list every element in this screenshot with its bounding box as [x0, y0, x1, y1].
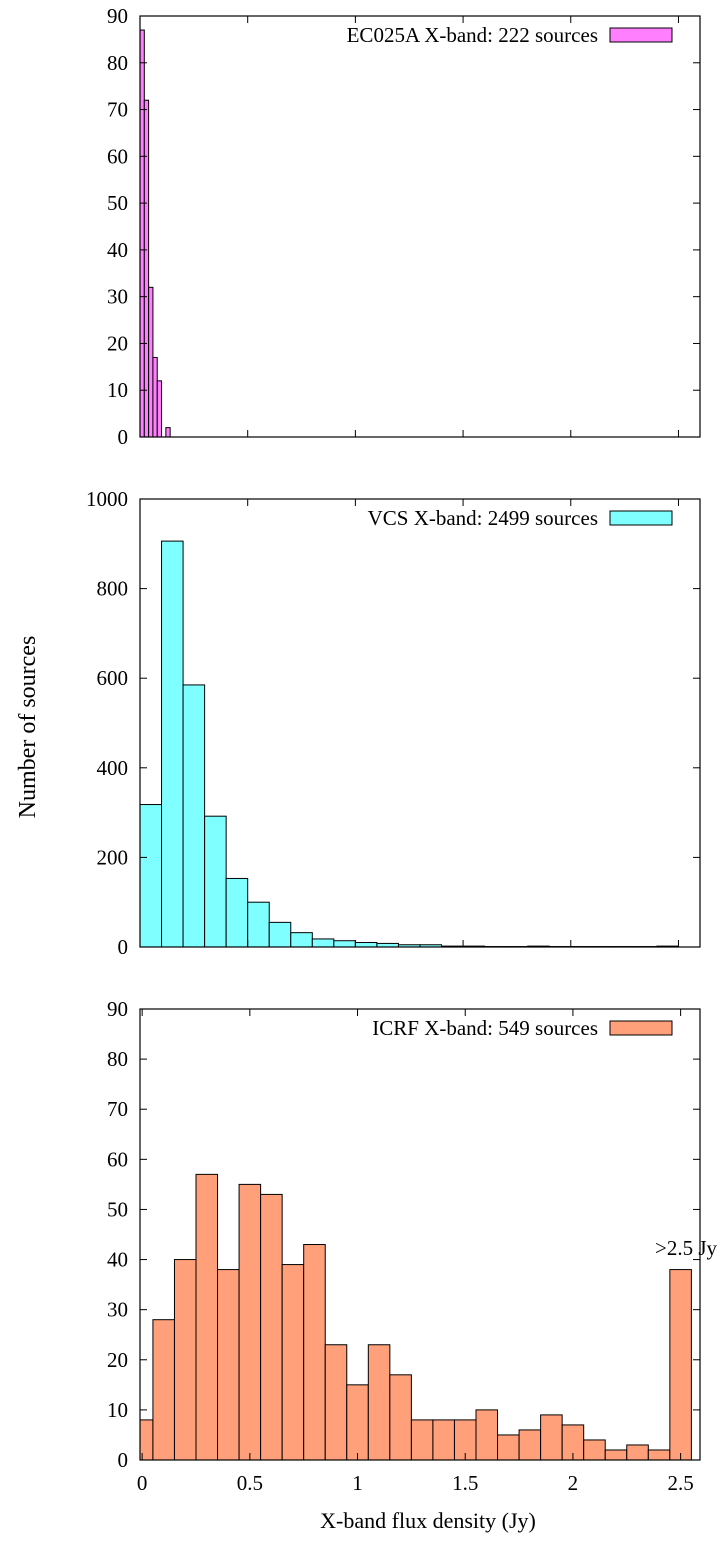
y-tick-label: 400	[97, 756, 129, 780]
bar	[626, 1444, 649, 1461]
legend-label: VCS X-band: 2499 sources	[368, 506, 598, 530]
y-tick-label: 70	[107, 1097, 128, 1121]
y-tick-label: 40	[107, 238, 128, 262]
y-tick-label: 10	[107, 1398, 128, 1422]
bar	[152, 356, 158, 438]
bar	[238, 1183, 262, 1461]
plot-frame	[139, 15, 701, 438]
bar	[346, 1384, 369, 1461]
y-tick-label: 200	[97, 845, 129, 869]
bar	[410, 1419, 434, 1461]
legend-label: ICRF X-band: 549 sources	[372, 1016, 598, 1040]
bar	[333, 940, 356, 948]
y-tick-label: 1000	[86, 487, 128, 511]
bar	[281, 1264, 305, 1461]
chart-panel-2: 0 200 400 600 800 1000 VCS X-band: 2499 source…	[86, 487, 701, 959]
legend-label: EC025A X-band: 222 sources	[347, 23, 598, 47]
chart-panel-3: 0 10 20 30 40 50 60 70 80 90 0 0.5 1 1.5 2 2.5 ICRF X-ba…	[107, 997, 718, 1495]
bar	[669, 1269, 692, 1461]
bar	[182, 684, 206, 948]
bar	[290, 932, 313, 948]
x-tick-label: 0	[137, 1471, 148, 1495]
bar	[647, 1449, 671, 1461]
bar	[389, 1374, 412, 1461]
x-tick-label: 2	[568, 1471, 579, 1495]
legend-swatch	[609, 1020, 673, 1036]
y-tick-label: 60	[107, 144, 128, 168]
bar	[173, 1259, 197, 1461]
y-tick-label: 20	[107, 331, 128, 355]
bar	[324, 1344, 348, 1461]
y-tick-label: 40	[107, 1248, 128, 1272]
plot-frame	[139, 498, 701, 948]
bar	[540, 1414, 563, 1461]
bar	[161, 540, 184, 948]
bar	[195, 1173, 219, 1461]
y-tick-label: 30	[107, 1298, 128, 1322]
y-tick-label: 70	[107, 98, 128, 122]
bar	[217, 1269, 240, 1461]
x-tick-label: 0.5	[237, 1471, 263, 1495]
bar	[268, 921, 292, 948]
y-tick-label: 600	[97, 666, 129, 690]
y-tick-label: 80	[107, 1047, 128, 1071]
legend-swatch	[609, 510, 673, 526]
bar	[604, 1449, 628, 1461]
bar	[247, 901, 270, 948]
y-tick-label: 20	[107, 1348, 128, 1372]
x-tick-label: 1.5	[452, 1471, 478, 1495]
bar	[432, 1419, 455, 1461]
y-tick-label: 50	[107, 1197, 128, 1221]
bar	[148, 286, 154, 438]
bar	[583, 1439, 606, 1461]
bar	[204, 815, 227, 948]
bar	[260, 1193, 283, 1461]
y-tick-label: 0	[118, 1448, 129, 1472]
bar	[311, 938, 335, 948]
bar	[518, 1429, 542, 1461]
bar	[152, 1319, 175, 1461]
bar	[475, 1409, 499, 1461]
chart-panel-1: 0 10 20 30 40 50 60 70 80 90 EC025A X-band: 222 so…	[107, 4, 701, 449]
y-tick-label: 30	[107, 285, 128, 309]
x-tick-label: 1	[352, 1471, 363, 1495]
bar	[303, 1244, 326, 1461]
y-tick-label: 60	[107, 1147, 128, 1171]
y-tick-label: 0	[118, 425, 129, 449]
bar	[156, 380, 163, 438]
x-tick-label: 2.5	[667, 1471, 693, 1495]
y-tick-label: 10	[107, 378, 128, 402]
bar	[139, 29, 145, 438]
bar	[165, 427, 171, 438]
y-tick-label: 50	[107, 191, 128, 215]
bar	[497, 1434, 520, 1461]
y-tick-label: 0	[118, 935, 129, 959]
bar	[225, 877, 249, 948]
y-tick-label: 80	[107, 51, 128, 75]
bar	[143, 99, 150, 438]
y-axis-label: Number of sources	[15, 636, 41, 819]
bar	[139, 804, 163, 948]
bar	[367, 1344, 391, 1461]
bar	[354, 942, 378, 948]
y-tick-label: 800	[97, 577, 129, 601]
x-axis-label: X-band flux density (Jy)	[320, 1508, 536, 1533]
legend-swatch	[609, 27, 673, 43]
plot-frame	[139, 1008, 701, 1461]
y-tick-label: 90	[107, 997, 128, 1021]
y-tick-label: 90	[107, 4, 128, 28]
overflow-annotation: >2.5 Jy	[655, 1236, 718, 1260]
